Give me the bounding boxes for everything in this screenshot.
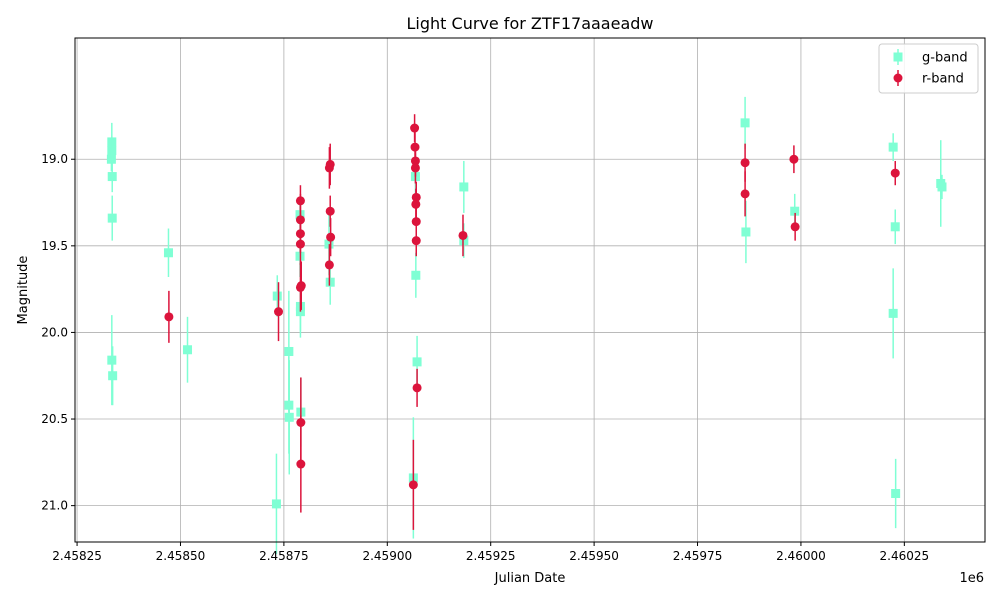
g-band-point	[107, 172, 117, 182]
y-tick-label: 19.0	[41, 152, 68, 166]
plot-frame	[74, 37, 986, 543]
g-band-point	[108, 371, 118, 381]
g-band-point	[107, 355, 117, 365]
g-band-point	[937, 182, 947, 192]
r-band-point	[790, 222, 800, 232]
x-tick-label: 2.46000	[776, 549, 826, 563]
g-band-point	[891, 489, 901, 499]
r-band-point	[326, 232, 336, 242]
r-band-point	[296, 459, 306, 469]
r-band-point	[410, 163, 420, 173]
y-tick-label: 21.0	[41, 499, 68, 513]
x-tick-label: 2.45900	[362, 549, 412, 563]
g-band-point	[271, 499, 281, 509]
series-r-band	[164, 114, 900, 530]
r-band-point	[412, 383, 422, 393]
legend-label: g-band	[922, 51, 968, 66]
r-band-point	[410, 123, 420, 133]
g-band-point	[284, 412, 294, 422]
legend-box	[878, 43, 979, 94]
plot-area	[106, 96, 947, 555]
g-band-point	[459, 236, 469, 246]
legend-marker	[893, 52, 903, 62]
axes: 2.45825 2.45850 2.45875 2.45900 2.45925 2.459…	[41, 152, 929, 563]
r-band-point	[325, 206, 335, 216]
y-axis-label: Magnitude	[16, 256, 31, 325]
g-band-point	[459, 182, 469, 192]
r-band-point	[274, 307, 284, 317]
r-band-point	[164, 312, 174, 322]
r-band-point	[324, 260, 334, 270]
legend-marker	[893, 73, 903, 83]
x-axis-label: Julian Date	[494, 571, 566, 586]
x-tick-label: 2.45875	[259, 549, 309, 563]
y-tick-label: 20.0	[41, 325, 68, 339]
r-band-point	[789, 154, 799, 164]
legend-label: r-band	[922, 72, 964, 87]
legend: g-band r-band	[878, 43, 979, 94]
grid-lines	[75, 38, 985, 542]
g-band-point	[890, 222, 900, 232]
x-tick-label: 2.45950	[569, 549, 619, 563]
r-band-point	[296, 281, 306, 291]
g-band-point	[163, 248, 173, 258]
g-band-point	[888, 308, 898, 318]
g-band-point	[790, 206, 800, 216]
x-tick-label: 2.45975	[673, 549, 723, 563]
r-band-point	[408, 480, 418, 490]
g-band-point	[183, 345, 193, 355]
g-band-point	[741, 227, 751, 237]
x-axis-offset-label: 1e6	[959, 571, 984, 586]
g-band-point	[740, 118, 750, 128]
x-tick-label: 2.45850	[156, 549, 206, 563]
x-tick-label: 2.46025	[880, 549, 930, 563]
x-tick-label: 2.45825	[52, 549, 102, 563]
y-tick-label: 20.5	[41, 412, 68, 426]
g-band-point	[284, 346, 294, 356]
g-band-point	[106, 154, 116, 164]
r-band-point	[411, 217, 421, 227]
r-band-point	[295, 239, 305, 249]
r-band-point	[740, 158, 750, 168]
x-tick-label: 2.45925	[466, 549, 516, 563]
g-band-point	[412, 357, 422, 367]
g-band-point	[325, 277, 335, 287]
r-band-point	[740, 189, 750, 199]
r-band-point	[325, 159, 335, 169]
r-band-point	[890, 168, 900, 178]
r-band-point	[458, 230, 468, 240]
chart-title: Light Curve for ZTF17aaaeadw	[407, 14, 654, 33]
g-band-point	[107, 213, 117, 223]
r-band-point	[411, 199, 421, 209]
g-band-point	[888, 142, 898, 152]
y-tick-label: 19.5	[41, 239, 68, 253]
series-g-band	[106, 96, 947, 555]
g-band-point	[272, 291, 282, 301]
r-band-point	[411, 236, 421, 246]
g-band-point	[411, 270, 421, 280]
